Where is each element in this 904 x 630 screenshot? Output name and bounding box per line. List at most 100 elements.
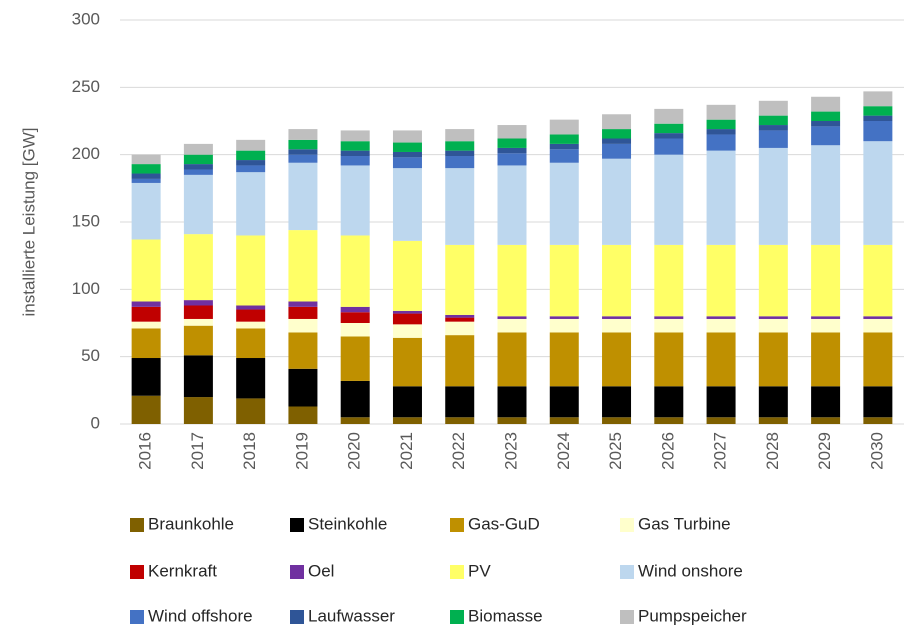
bar-segment bbox=[392, 417, 422, 424]
legend-label: Laufwasser bbox=[308, 606, 395, 625]
bar-segment bbox=[549, 162, 579, 245]
bar-segment bbox=[445, 129, 475, 142]
bar-segment bbox=[706, 119, 736, 130]
bar-segment bbox=[392, 142, 422, 152]
legend-swatch bbox=[130, 518, 144, 532]
bar-segment bbox=[131, 358, 161, 396]
bar-segment bbox=[602, 114, 632, 130]
bar-segment bbox=[288, 368, 318, 407]
bar-segment bbox=[654, 386, 684, 418]
bar-segment bbox=[549, 332, 579, 387]
bar-segment bbox=[602, 138, 632, 144]
bar-segment bbox=[340, 141, 370, 151]
bar-segment bbox=[236, 328, 266, 359]
legend-swatch bbox=[290, 518, 304, 532]
legend-label: Pumpspeicher bbox=[638, 606, 747, 625]
bar-segment bbox=[445, 244, 475, 315]
y-tick-label: 200 bbox=[72, 144, 100, 163]
x-tick-label: 2018 bbox=[240, 432, 259, 470]
bar-segment bbox=[445, 317, 475, 322]
bar-segment bbox=[654, 332, 684, 387]
bar-segment bbox=[863, 91, 893, 107]
bar-segment bbox=[288, 318, 318, 333]
x-tick-label: 2024 bbox=[554, 432, 573, 470]
x-tick-label: 2028 bbox=[763, 432, 782, 470]
legend-label: Wind offshore bbox=[148, 606, 253, 625]
legend-label: Kernkraft bbox=[148, 561, 217, 580]
bar-segment bbox=[288, 230, 318, 302]
bar-segment bbox=[811, 96, 841, 112]
bar-segment bbox=[706, 129, 736, 135]
bar-segment bbox=[863, 386, 893, 418]
bar-segment bbox=[340, 150, 370, 157]
bar-segment bbox=[131, 321, 161, 329]
bar-segment bbox=[602, 244, 632, 317]
x-tick-label: 2030 bbox=[867, 432, 886, 470]
bar-segment bbox=[340, 323, 370, 337]
bar-segment bbox=[497, 316, 527, 319]
bar-segment bbox=[288, 301, 318, 307]
bar-segment bbox=[497, 386, 527, 418]
bar-segment bbox=[183, 174, 213, 235]
bar-segment bbox=[392, 240, 422, 311]
legend-swatch bbox=[620, 565, 634, 579]
bar-segment bbox=[340, 306, 370, 313]
bar-segment bbox=[706, 417, 736, 424]
bar-segment bbox=[288, 139, 318, 150]
bar-segment bbox=[236, 309, 266, 322]
bar-segment bbox=[236, 398, 266, 424]
bar-segment bbox=[549, 417, 579, 424]
bar-segment bbox=[758, 147, 788, 245]
bar-segment bbox=[445, 168, 475, 245]
bar-segment bbox=[706, 134, 736, 151]
bar-segment bbox=[602, 386, 632, 418]
legend-swatch bbox=[450, 610, 464, 624]
x-tick-label: 2026 bbox=[658, 432, 677, 470]
bar-segment bbox=[445, 314, 475, 318]
bar-segment bbox=[811, 318, 841, 333]
bar-segment bbox=[236, 165, 266, 173]
bar-segment bbox=[758, 125, 788, 131]
bar-segment bbox=[392, 386, 422, 418]
bar-segment bbox=[706, 318, 736, 333]
bar-segment bbox=[236, 160, 266, 166]
bar-segment bbox=[654, 316, 684, 319]
bar-segment bbox=[340, 130, 370, 142]
bar-segment bbox=[340, 380, 370, 418]
bar-segment bbox=[131, 164, 161, 174]
bar-segment bbox=[497, 125, 527, 139]
bar-segment bbox=[811, 111, 841, 121]
bar-segment bbox=[654, 154, 684, 245]
legend-swatch bbox=[130, 610, 144, 624]
legend-swatch bbox=[450, 565, 464, 579]
bar-segment bbox=[392, 151, 422, 158]
bar-segment bbox=[340, 235, 370, 307]
legend-swatch bbox=[450, 518, 464, 532]
bar-segment bbox=[131, 306, 161, 322]
legend-swatch bbox=[290, 610, 304, 624]
bar-segment bbox=[863, 106, 893, 116]
bar-segment bbox=[288, 154, 318, 163]
bar-segment bbox=[811, 126, 841, 146]
bar-segment bbox=[758, 115, 788, 126]
x-tick-label: 2020 bbox=[345, 432, 364, 470]
bar-segment bbox=[392, 324, 422, 338]
bar-segment bbox=[549, 143, 579, 150]
bar-segment bbox=[811, 145, 841, 245]
bar-segment bbox=[131, 395, 161, 424]
legend-label: PV bbox=[468, 561, 491, 580]
bar-segment bbox=[497, 147, 527, 154]
bar-segment bbox=[288, 306, 318, 319]
bar-segment bbox=[288, 149, 318, 155]
bar-segment bbox=[654, 108, 684, 124]
bar-segment bbox=[340, 156, 370, 166]
bar-segment bbox=[549, 244, 579, 317]
x-tick-label: 2021 bbox=[397, 432, 416, 470]
bar-segment bbox=[549, 119, 579, 135]
x-tick-label: 2022 bbox=[449, 432, 468, 470]
x-tick-label: 2027 bbox=[711, 432, 730, 470]
bar-segment bbox=[758, 130, 788, 148]
bar-segment bbox=[236, 321, 266, 329]
bar-segment bbox=[236, 172, 266, 236]
bar-segment bbox=[758, 332, 788, 387]
